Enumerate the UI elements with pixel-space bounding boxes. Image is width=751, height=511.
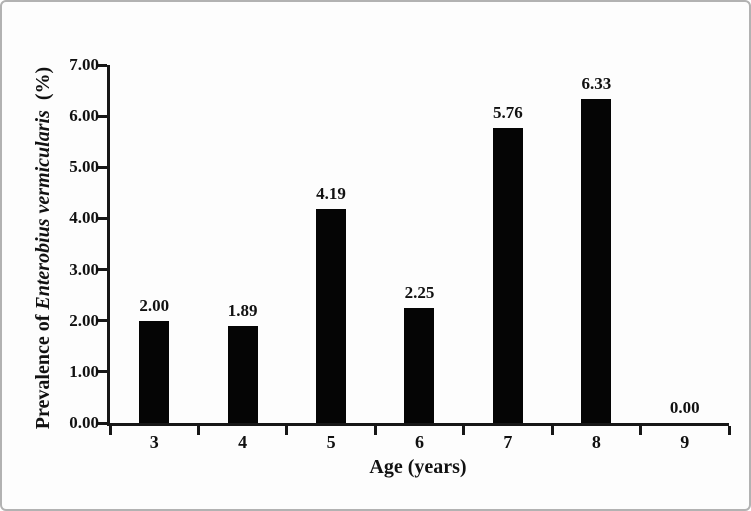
bar — [404, 307, 435, 423]
x-axis-tick — [727, 426, 731, 435]
bar-group: 6.33 — [552, 65, 640, 423]
bar-group: 2.25 — [375, 65, 463, 423]
x-axis-tick — [550, 426, 554, 435]
y-axis-tick-label: 6.00 — [69, 106, 99, 126]
bar — [492, 128, 523, 423]
bar-value-label: 5.76 — [493, 103, 523, 123]
bar-value-label: 1.89 — [227, 301, 258, 321]
y-axis-tick-label: 2.00 — [69, 310, 99, 330]
bar-group: 1.89 — [198, 65, 286, 423]
bar-value-label: 6.33 — [581, 74, 612, 94]
y-axis-tick-label: 4.00 — [69, 208, 99, 228]
y-axis-tick — [98, 114, 107, 118]
x-axis-tick-label: 5 — [326, 432, 336, 452]
bar-value-label: 2.25 — [404, 282, 435, 302]
x-axis-tick-label: 4 — [238, 432, 248, 452]
x-axis-tick-label: 6 — [415, 432, 424, 452]
y-axis-tick — [98, 370, 107, 374]
bar-group: 2.00 — [110, 65, 198, 423]
bar — [316, 208, 347, 423]
bar-group: 4.19 — [287, 65, 375, 423]
y-axis-tick-label: 1.00 — [69, 361, 99, 381]
x-axis-tick — [196, 426, 200, 435]
x-axis-title: Age (years) — [369, 456, 467, 478]
y-axis-tick — [98, 421, 107, 425]
bar-group: 0.00 — [641, 65, 729, 423]
x-axis-tick — [462, 426, 466, 435]
x-axis-tick — [108, 426, 112, 435]
bar-value-label: 2.00 — [139, 295, 170, 315]
bar — [227, 326, 258, 423]
y-axis-tick — [98, 63, 107, 67]
x-axis-tick-label: 3 — [149, 432, 159, 452]
bar — [581, 99, 612, 423]
x-axis-tick-label: 7 — [503, 432, 513, 452]
y-axis-tick — [98, 319, 107, 323]
plot-area: 0.00 1.00 2.00 3.00 4.00 5.00 6.00 7.00 2.00 1.89… — [69, 55, 731, 452]
bar-value-label: 4.19 — [316, 183, 346, 203]
bar-row: 2.00 1.89 4.19 2.25 5.76 6.33 0.00 — [110, 65, 729, 423]
y-axis-tick-label: 0.00 — [69, 413, 99, 432]
y-axis-tick — [98, 216, 107, 220]
x-axis-tick — [285, 426, 289, 435]
bar — [139, 320, 170, 423]
x-axis-tick — [373, 426, 377, 435]
y-axis-tick — [98, 268, 107, 272]
x-axis-tick-label: 8 — [591, 432, 601, 452]
y-axis-tick-label: 5.00 — [69, 157, 99, 177]
y-axis-tick — [98, 165, 107, 169]
y-axis-tick-label: 7.00 — [69, 55, 99, 74]
x-axis-tick-label: 9 — [680, 432, 690, 452]
bar-group: 5.76 — [464, 65, 552, 423]
x-axis-tick — [639, 426, 643, 435]
bar-value-label: 0.00 — [669, 398, 700, 417]
y-axis-tick-label: 3.00 — [69, 259, 99, 279]
